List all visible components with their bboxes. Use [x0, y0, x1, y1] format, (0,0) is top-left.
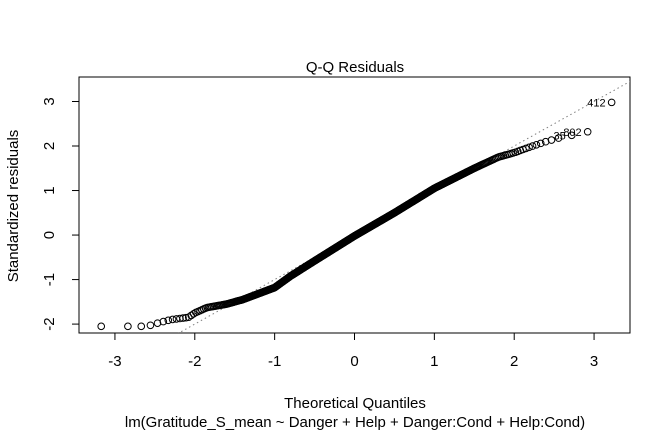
- labeled-data-point: [567, 131, 576, 140]
- x-axis-label: Theoretical Quantiles: [284, 395, 426, 412]
- labeled-data-point: [583, 127, 592, 136]
- point-label: 35: [553, 130, 565, 142]
- x-axis: -3 -2 -1 0 1 2 3: [108, 332, 598, 370]
- data-point: [547, 136, 556, 144]
- data-point: [554, 134, 563, 142]
- y-tick-label: 1: [41, 186, 58, 194]
- x-tick-label: 1: [430, 353, 438, 370]
- data-point: [536, 139, 545, 148]
- point-label: 802: [563, 127, 581, 139]
- data-points: [97, 98, 616, 331]
- chart-title: Q-Q Residuals: [306, 59, 404, 76]
- plot-frame: [78, 76, 631, 334]
- data-point: [97, 322, 106, 331]
- y-tick-label: -1: [41, 273, 58, 286]
- x-tick-label: -3: [108, 353, 121, 370]
- x-tick-label: 0: [350, 353, 358, 370]
- data-point: [532, 141, 541, 149]
- y-tick-label: 0: [41, 231, 58, 239]
- labeled-data-point: [607, 98, 616, 107]
- point-label: 412: [587, 97, 605, 109]
- y-tick-label: 3: [41, 97, 58, 105]
- data-point: [528, 142, 537, 150]
- data-point: [525, 143, 533, 152]
- x-tick-label: -1: [268, 353, 281, 370]
- chart-subtitle: lm(Gratitude_S_mean ~ Danger + Help + Da…: [125, 414, 585, 431]
- x-tick-label: -2: [188, 353, 201, 370]
- y-tick-label: -2: [41, 317, 58, 330]
- data-point: [522, 144, 530, 153]
- data-point: [124, 322, 132, 331]
- data-point: [137, 322, 146, 331]
- data-point: [168, 315, 177, 324]
- x-tick-label: 3: [590, 353, 598, 370]
- x-tick-label: 2: [510, 353, 518, 370]
- y-axis-label: Standardized residuals: [5, 130, 22, 283]
- y-axis: -2 -1 0 1 2 3: [41, 97, 80, 331]
- data-point: [164, 316, 173, 325]
- data-point: [146, 321, 155, 330]
- y-tick-label: 2: [41, 142, 58, 150]
- data-point: [179, 314, 187, 322]
- data-point: [159, 317, 168, 326]
